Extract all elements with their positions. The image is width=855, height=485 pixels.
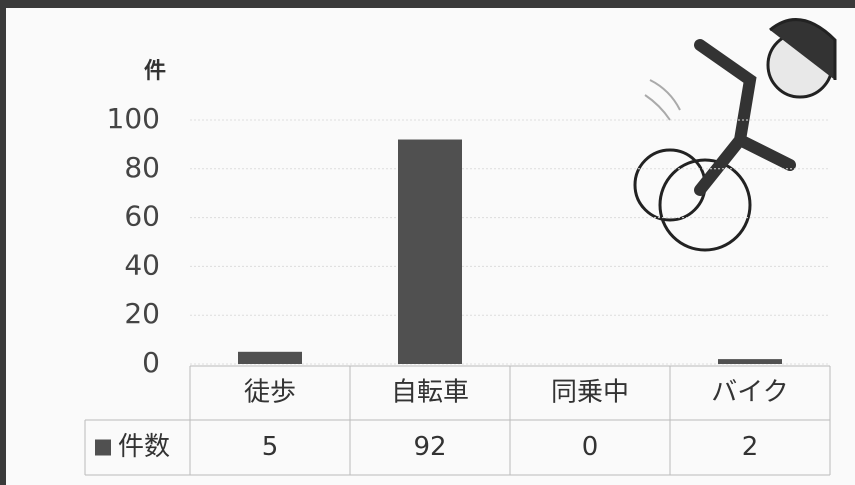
x-tick-label: 徒歩 [244, 378, 296, 408]
table-value: 92 [413, 432, 446, 462]
y-tick-label: 20 [124, 297, 160, 330]
x-tick-label: 同乗中 [551, 378, 629, 408]
y-tick-label: 100 [107, 102, 160, 135]
y-tick-label: 60 [124, 200, 160, 233]
legend-label: 件数 [118, 432, 170, 462]
bar [718, 359, 782, 364]
y-tick-label: 40 [124, 248, 160, 281]
legend-key [95, 439, 111, 456]
table-value: 5 [262, 432, 279, 462]
illustration [633, 18, 837, 252]
y-tick-label: 80 [124, 151, 160, 184]
x-tick-label: 自転車 [391, 378, 469, 408]
bar [398, 139, 462, 364]
table-value: 2 [742, 432, 759, 462]
x-tick-label: バイク [711, 378, 788, 408]
y-tick-label: 0 [142, 346, 160, 379]
table-value: 0 [582, 432, 599, 462]
y-axis-label: 件 [144, 59, 166, 84]
bar [238, 351, 302, 364]
